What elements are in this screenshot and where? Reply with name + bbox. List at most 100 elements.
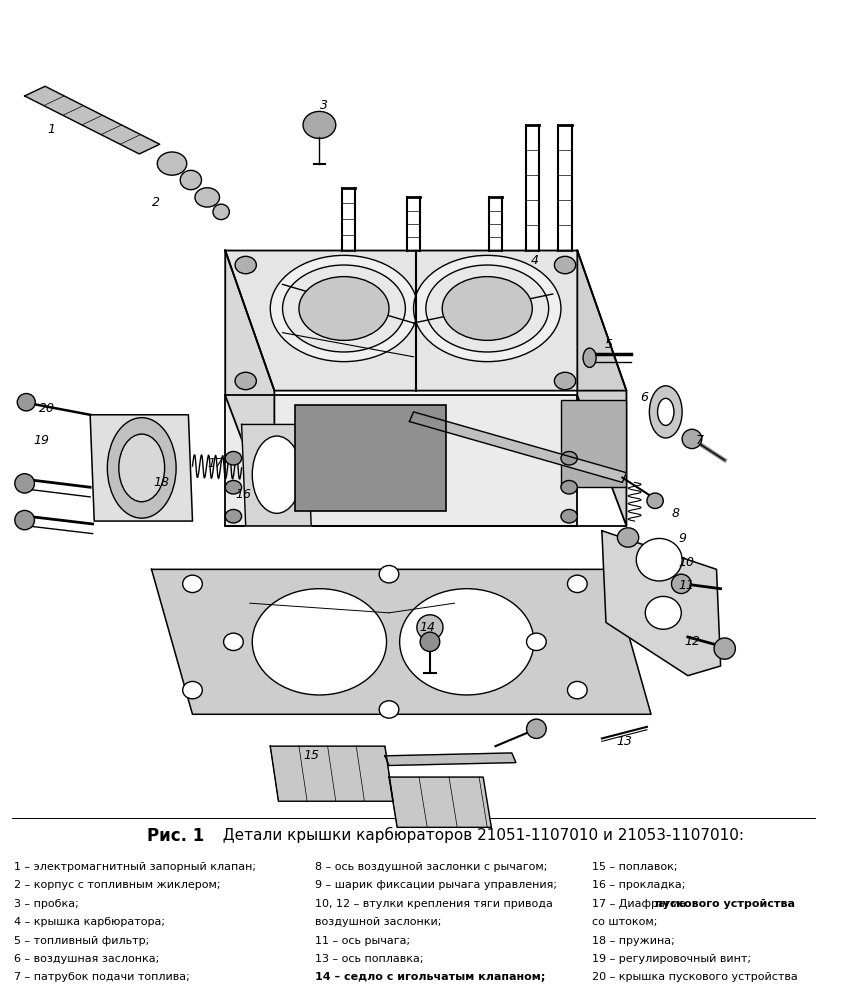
Text: 17 – Диафрагма: 17 – Диафрагма <box>592 899 690 909</box>
Polygon shape <box>226 250 275 526</box>
Polygon shape <box>152 569 651 714</box>
Polygon shape <box>385 753 516 765</box>
Text: 11: 11 <box>678 580 694 593</box>
Text: 3 – пробка;: 3 – пробка; <box>14 899 78 909</box>
Text: 13: 13 <box>616 735 633 747</box>
Bar <box>561 400 627 487</box>
Ellipse shape <box>108 418 177 519</box>
Text: 2: 2 <box>152 196 159 209</box>
Text: 7 – патрубок подачи топлива;: 7 – патрубок подачи топлива; <box>14 972 189 982</box>
Ellipse shape <box>252 436 301 514</box>
Text: 10, 12 – втулки крепления тяги привода: 10, 12 – втулки крепления тяги привода <box>315 899 553 909</box>
Ellipse shape <box>561 480 578 494</box>
Ellipse shape <box>224 633 244 651</box>
Ellipse shape <box>379 566 399 583</box>
Ellipse shape <box>158 152 187 176</box>
Ellipse shape <box>443 277 532 340</box>
Ellipse shape <box>617 528 639 547</box>
Text: 20: 20 <box>39 401 55 414</box>
Ellipse shape <box>583 348 596 368</box>
Ellipse shape <box>17 393 35 411</box>
Text: 18 – пружина;: 18 – пружина; <box>592 936 675 946</box>
Ellipse shape <box>195 187 220 207</box>
Bar <box>294 405 446 512</box>
Ellipse shape <box>299 277 389 340</box>
Ellipse shape <box>682 429 702 449</box>
Ellipse shape <box>561 452 578 465</box>
Ellipse shape <box>672 574 691 594</box>
Ellipse shape <box>235 373 257 389</box>
Ellipse shape <box>183 575 202 593</box>
Ellipse shape <box>647 493 663 509</box>
Ellipse shape <box>270 255 418 362</box>
Text: 16 – прокладка;: 16 – прокладка; <box>592 880 685 890</box>
Polygon shape <box>242 424 311 526</box>
Ellipse shape <box>235 256 257 274</box>
Polygon shape <box>226 250 627 390</box>
Text: 15 – поплавок;: 15 – поплавок; <box>592 862 678 872</box>
Ellipse shape <box>527 719 546 739</box>
Text: 18: 18 <box>153 476 170 489</box>
Ellipse shape <box>119 434 164 502</box>
Ellipse shape <box>554 256 576 274</box>
Ellipse shape <box>282 265 406 352</box>
Ellipse shape <box>400 589 534 695</box>
Ellipse shape <box>379 701 399 718</box>
Text: 12: 12 <box>684 635 700 649</box>
Ellipse shape <box>303 111 336 138</box>
Ellipse shape <box>567 575 587 593</box>
Text: 9 – шарик фиксации рычага управления;: 9 – шарик фиксации рычага управления; <box>315 880 557 890</box>
Text: 14 – седло с игольчатым клапаном;: 14 – седло с игольчатым клапаном; <box>315 972 546 982</box>
Text: 4 – крышка карбюратора;: 4 – крышка карбюратора; <box>14 917 165 927</box>
Text: 11 – ось рычага;: 11 – ось рычага; <box>315 936 411 946</box>
Text: 8 – ось воздушной заслонки с рычагом;: 8 – ось воздушной заслонки с рычагом; <box>315 862 548 872</box>
Ellipse shape <box>226 480 242 494</box>
Ellipse shape <box>213 204 229 220</box>
Ellipse shape <box>226 510 242 523</box>
Text: 2 – корпус с топливным жиклером;: 2 – корпус с топливным жиклером; <box>14 880 220 890</box>
Text: воздушной заслонки;: воздушной заслонки; <box>315 917 442 927</box>
Text: 10: 10 <box>678 556 694 569</box>
Text: 5: 5 <box>604 338 612 351</box>
Text: 19: 19 <box>33 435 49 448</box>
Text: 4: 4 <box>530 253 539 266</box>
Ellipse shape <box>658 398 674 425</box>
Text: 9: 9 <box>678 531 686 545</box>
Text: со штоком;: со штоком; <box>592 917 658 927</box>
Ellipse shape <box>645 597 681 629</box>
Text: 17: 17 <box>208 457 223 469</box>
Polygon shape <box>410 412 627 482</box>
Text: 19 – регулировочный винт;: 19 – регулировочный винт; <box>592 953 751 964</box>
Text: 8: 8 <box>672 507 679 520</box>
Ellipse shape <box>180 171 201 189</box>
Text: 7: 7 <box>697 435 704 448</box>
Ellipse shape <box>561 510 578 523</box>
Ellipse shape <box>417 615 443 640</box>
Ellipse shape <box>226 452 242 465</box>
Ellipse shape <box>15 511 34 529</box>
Text: Рис. 1: Рис. 1 <box>147 827 205 845</box>
Ellipse shape <box>554 373 576 389</box>
Ellipse shape <box>636 538 682 581</box>
Ellipse shape <box>567 681 587 699</box>
Polygon shape <box>602 530 721 675</box>
Text: 14: 14 <box>419 621 436 634</box>
Ellipse shape <box>426 265 548 352</box>
Ellipse shape <box>649 386 682 438</box>
Ellipse shape <box>252 589 387 695</box>
Polygon shape <box>578 250 627 526</box>
Text: 13 – ось поплавка;: 13 – ось поплавка; <box>315 953 424 964</box>
Ellipse shape <box>183 681 202 699</box>
Polygon shape <box>226 395 578 526</box>
Polygon shape <box>90 415 193 521</box>
Text: 16: 16 <box>235 488 251 502</box>
Text: 1 – электромагнитный запорный клапан;: 1 – электромагнитный запорный клапан; <box>14 862 256 872</box>
Text: 20 – крышка пускового устройства: 20 – крышка пускового устройства <box>592 972 798 982</box>
Ellipse shape <box>15 473 34 493</box>
Text: 1: 1 <box>47 123 56 136</box>
Text: 6 – воздушная заслонка;: 6 – воздушная заслонка; <box>14 953 159 964</box>
Polygon shape <box>25 87 160 154</box>
Text: 3: 3 <box>319 100 327 112</box>
Ellipse shape <box>413 255 561 362</box>
Text: 5 – топливный фильтр;: 5 – топливный фильтр; <box>14 936 149 946</box>
